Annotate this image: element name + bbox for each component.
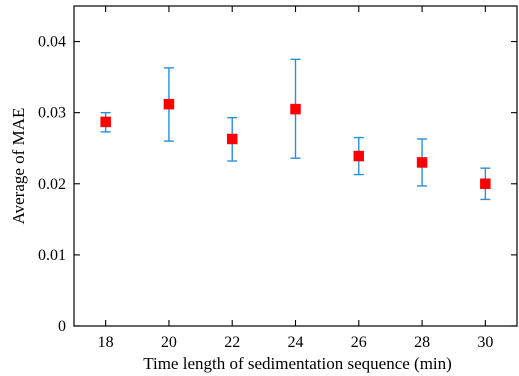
- x-tick-label-4: 26: [351, 334, 367, 351]
- data-point-5: [416, 157, 428, 168]
- y-tick-label-0: 0: [58, 318, 66, 335]
- y-tick-label-3: 0.03: [38, 105, 66, 122]
- y-tick-label-4: 0.04: [38, 34, 66, 51]
- plot-layer: 0 0.01 0.02 0.03 0.04 18 20 22 24 26 28 30: [38, 5, 518, 351]
- x-axis-title: Time length of sedimentation sequence (m…: [143, 354, 452, 373]
- x-tick-label-6: 30: [477, 334, 493, 351]
- data-point-4: [353, 150, 365, 162]
- data-point-1: [163, 98, 175, 110]
- x-tick-label-5: 28: [414, 334, 430, 351]
- y-tick-label-1: 0.01: [38, 247, 66, 264]
- x-tick-label-3: 24: [288, 334, 304, 351]
- data-point-2: [226, 133, 238, 145]
- x-tick-label-0: 18: [98, 334, 114, 351]
- y-axis-title: Average of MAE: [9, 108, 28, 225]
- x-tick-label-2: 22: [224, 334, 240, 351]
- data-point-0: [100, 116, 111, 128]
- y-tick-label-2: 0.02: [38, 176, 66, 193]
- x-tick-label-1: 20: [161, 334, 177, 351]
- data-point-6: [480, 178, 491, 190]
- data-point-3: [290, 103, 301, 115]
- plot-frame: [73, 5, 518, 327]
